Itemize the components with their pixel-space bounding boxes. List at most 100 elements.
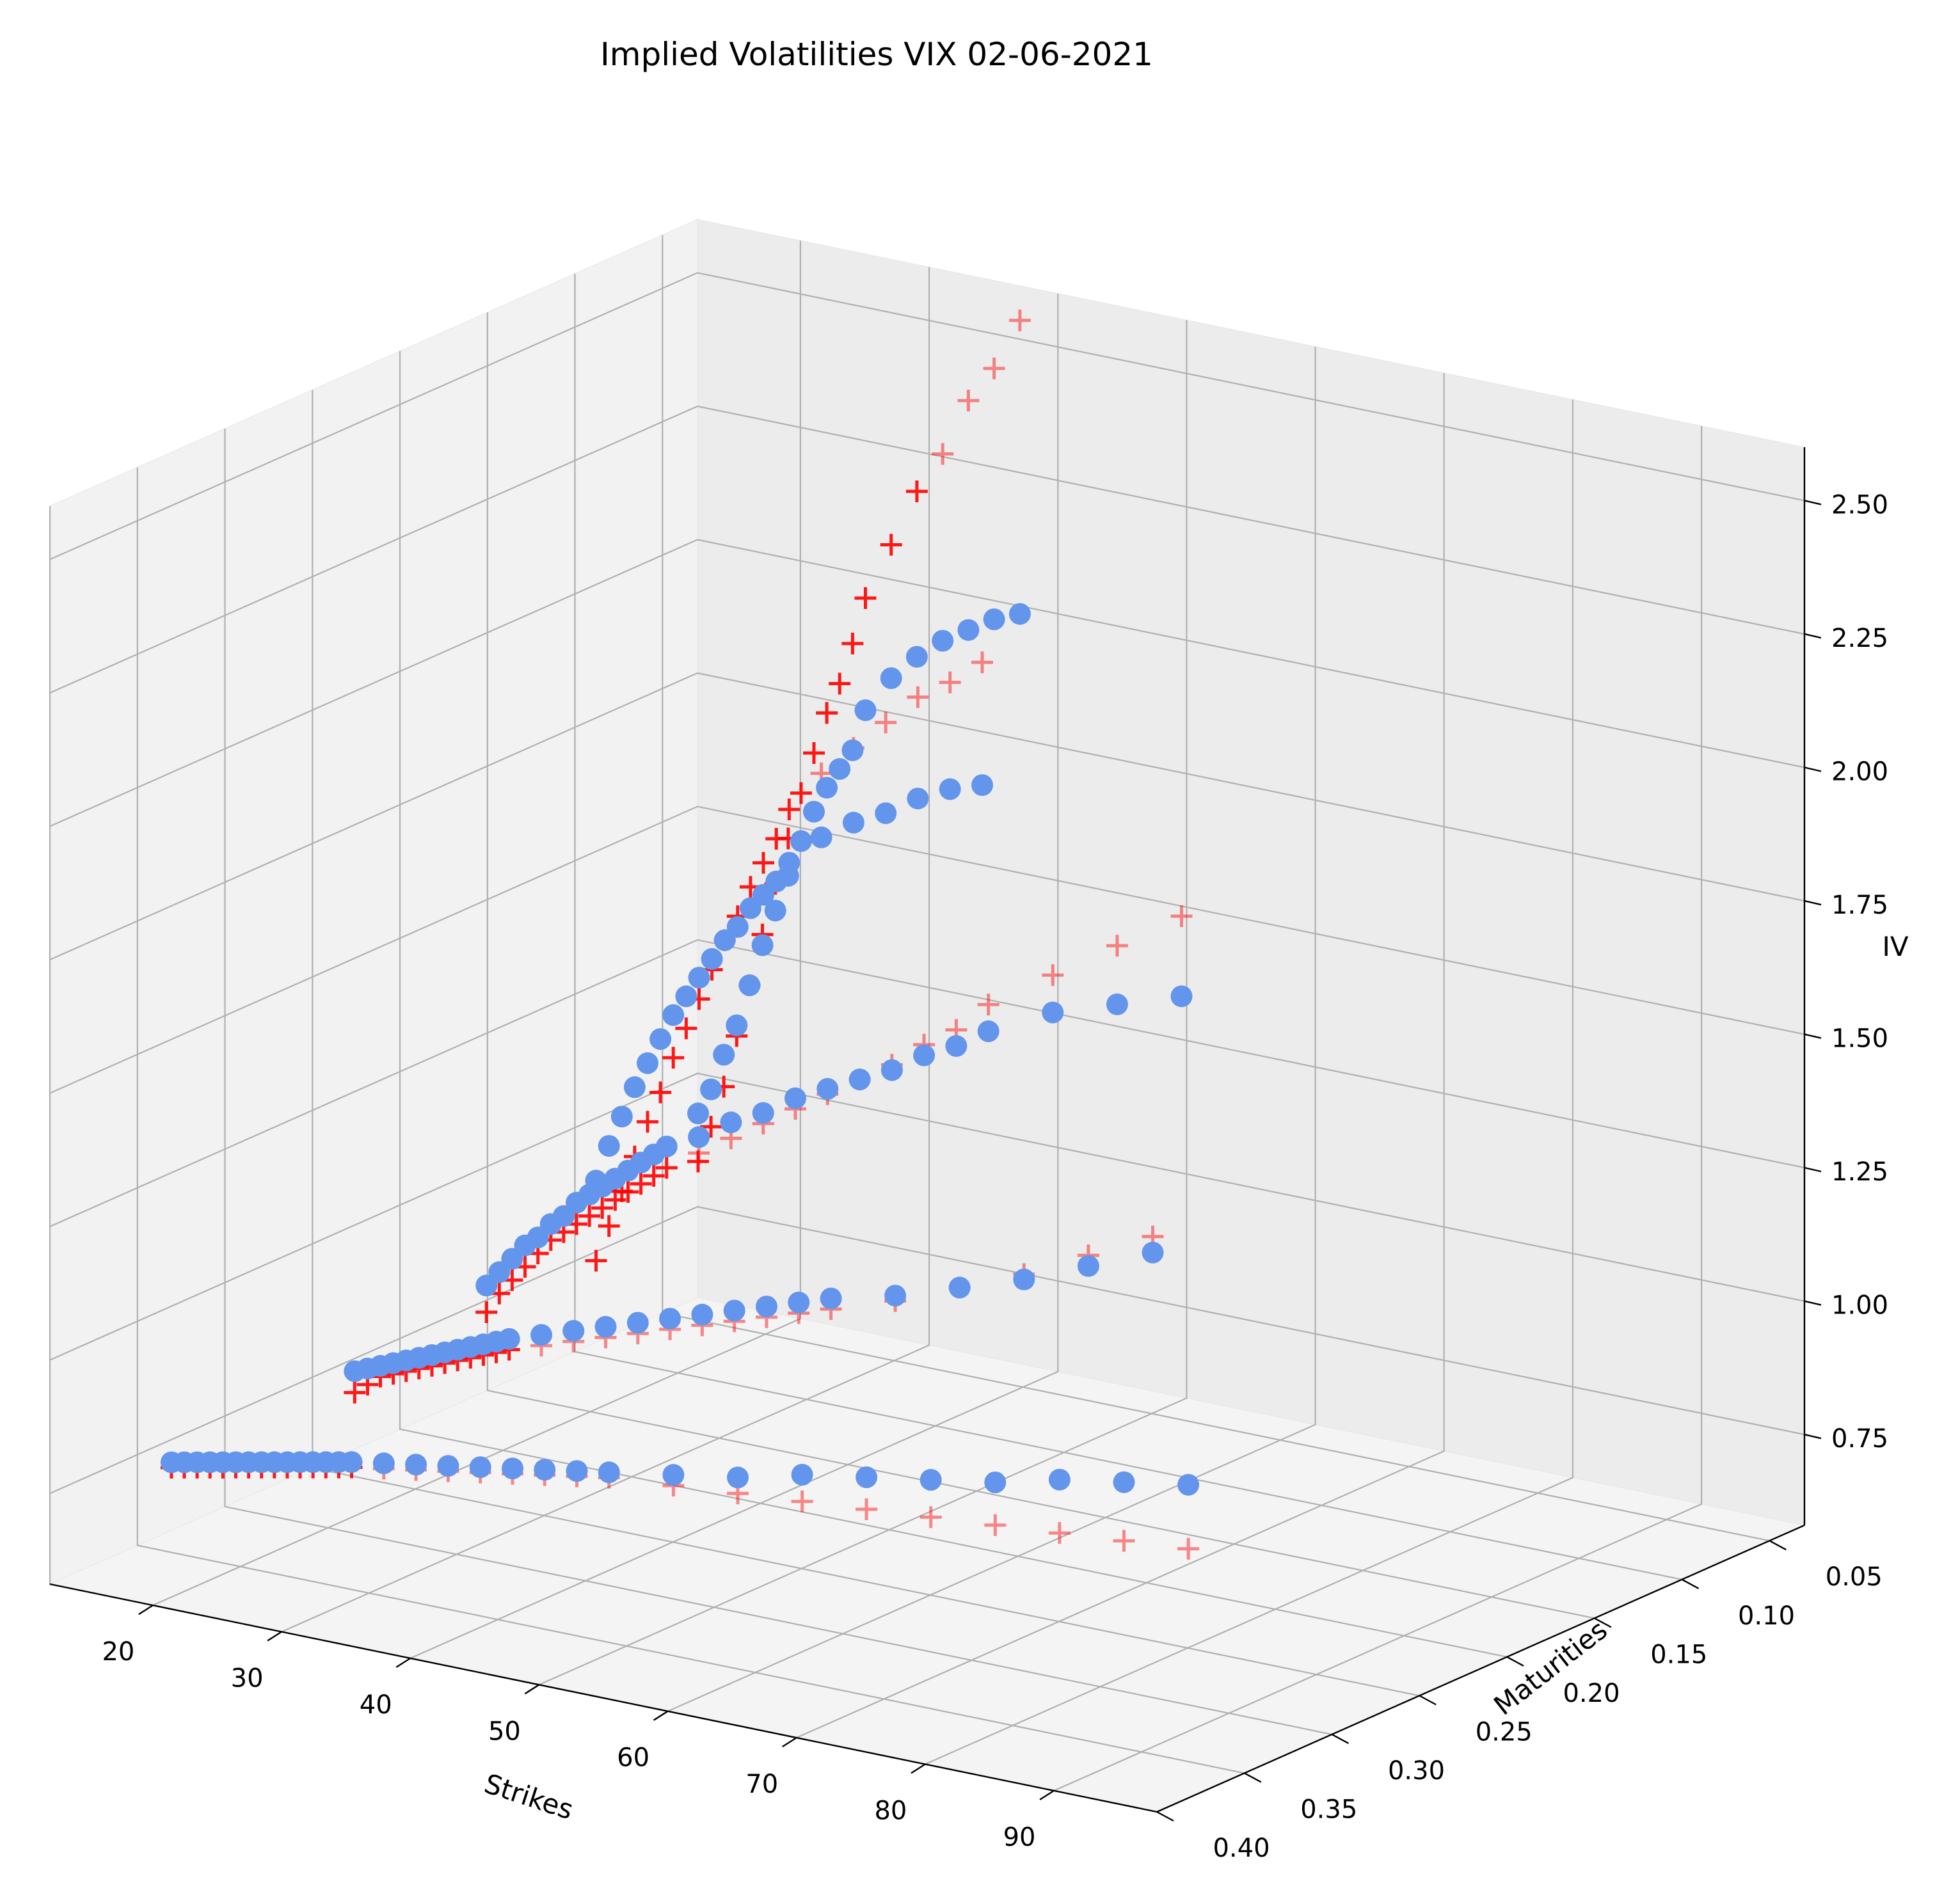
grid-line-x	[281, 267, 930, 1633]
iv-point-market	[816, 702, 838, 724]
iv-point-model	[598, 1461, 620, 1484]
grid-line-z	[49, 939, 1805, 1228]
iv-point-market	[905, 480, 928, 502]
y-tick-label: 0.35	[1300, 1795, 1357, 1824]
iv-point-market	[1106, 935, 1128, 957]
y-tick-label: 0.05	[1826, 1562, 1883, 1592]
x-tick-label: 30	[231, 1664, 264, 1694]
grid-line-x	[796, 373, 1445, 1739]
chart-title: Implied Volatilities VIX 02-06-2021	[600, 36, 1153, 73]
iv-point-model	[160, 1451, 182, 1473]
iv-point-model	[530, 1324, 552, 1346]
iv-point-market	[598, 1215, 620, 1237]
x-tick	[138, 1605, 154, 1615]
iv-point-market	[655, 1157, 678, 1179]
iv-point-market	[1008, 309, 1031, 331]
iv-point-market	[875, 711, 897, 734]
iv-point-model	[720, 1111, 742, 1134]
iv-point-model	[594, 1315, 617, 1338]
iv-point-model	[984, 1472, 1007, 1493]
y-tick-label: 0.20	[1563, 1679, 1620, 1708]
iv-point-market	[1048, 1522, 1071, 1544]
y-tick-label: 0.40	[1213, 1834, 1270, 1863]
iv-point-model	[756, 1296, 777, 1318]
grid-line-y	[574, 273, 1682, 1580]
iv-point-model	[880, 667, 902, 689]
iv-point-market	[854, 587, 877, 609]
z-tick-label: 1.75	[1831, 891, 1888, 920]
iv-point-market	[752, 852, 774, 874]
iv-point-model	[854, 699, 877, 722]
iv-point-model	[816, 777, 838, 799]
grid-line-x	[1053, 425, 1703, 1791]
iv-point-model	[610, 1106, 633, 1128]
iv-point-market	[585, 1250, 607, 1272]
iv-point-model	[1113, 1471, 1135, 1493]
iv-point-model	[790, 830, 812, 852]
iv-point-model	[687, 1102, 709, 1125]
iv-point-market	[983, 357, 1005, 379]
y-tick-label: 0.10	[1738, 1601, 1795, 1631]
iv-point-model	[971, 774, 993, 797]
iv-point-market	[1177, 1537, 1200, 1560]
iv-point-market	[578, 1205, 601, 1227]
iv-point-model	[957, 619, 980, 641]
iv-point-model	[932, 630, 954, 652]
y-tick-label: 0.25	[1476, 1717, 1533, 1747]
grid-line-x	[152, 241, 802, 1606]
iv-point-model	[626, 1312, 649, 1334]
z-tick-label: 1.00	[1831, 1291, 1888, 1321]
axis-lines	[49, 447, 1806, 1813]
iv-point-market	[841, 632, 864, 654]
iv-point-market	[475, 1301, 498, 1323]
iv-point-model	[907, 788, 929, 810]
y-tick	[1594, 1617, 1612, 1628]
iv-point-model	[691, 1303, 713, 1326]
iv-point-model	[1106, 993, 1128, 1015]
x-tick-label: 50	[488, 1717, 521, 1746]
iv-point-model	[562, 1320, 585, 1342]
y-tick	[1681, 1578, 1700, 1589]
iv-point-market	[637, 1111, 658, 1133]
grid-line-y	[224, 428, 1332, 1735]
iv-point-market	[957, 390, 980, 412]
iv-point-market	[932, 443, 954, 465]
iv-point-model	[688, 967, 710, 989]
iv-point-model	[700, 1078, 722, 1100]
iv-point-model	[945, 1035, 967, 1057]
z-tick	[1804, 766, 1822, 772]
iv-point-market	[604, 1189, 626, 1211]
x-tick-label: 60	[617, 1743, 649, 1773]
y-tick	[1156, 1811, 1174, 1822]
iv-point-model	[662, 1464, 685, 1486]
iv-point-model	[791, 1464, 813, 1486]
iv-point-model	[810, 826, 832, 848]
iv-point-model	[662, 1004, 685, 1026]
x-axis-title: Strikes	[481, 1768, 577, 1826]
iv-point-model	[983, 608, 1005, 630]
x-tick	[653, 1710, 669, 1721]
iv-point-model	[688, 1126, 710, 1148]
z-tick	[1804, 1166, 1822, 1173]
y-tick	[1506, 1656, 1524, 1667]
grid-line-z	[49, 1072, 1805, 1361]
iv-point-model	[738, 974, 761, 996]
iv-point-model	[1177, 1473, 1200, 1496]
iv-point-market	[984, 1514, 1007, 1536]
grid-line-z	[49, 805, 1805, 1094]
z-tick	[1804, 1434, 1822, 1440]
x-tick	[395, 1657, 411, 1668]
iv-point-model	[841, 739, 864, 761]
iv-point-model	[816, 1077, 839, 1100]
y-tick	[1331, 1733, 1350, 1744]
iv-point-market	[642, 1164, 665, 1187]
grid-line-z	[49, 539, 1805, 827]
iv-point-model	[469, 1456, 491, 1479]
x-tick-label: 20	[102, 1637, 134, 1667]
iv-point-market	[765, 828, 788, 850]
iv-point-model	[649, 1028, 672, 1051]
iv-point-model	[905, 646, 928, 668]
iv-point-market	[591, 1197, 614, 1219]
iv-point-model	[723, 1299, 745, 1322]
iv-point-model	[856, 1466, 878, 1488]
